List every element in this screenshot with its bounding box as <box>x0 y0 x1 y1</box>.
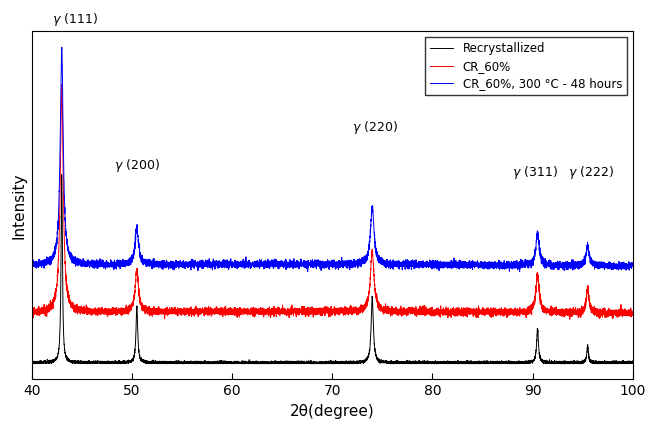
CR_60%, 300 °C - 48 hours <box>516 269 524 274</box>
Recrystallized <box>58 196 66 201</box>
CR_60%, 300 °C - 48 hours <box>246 262 254 267</box>
CR_60% <box>505 311 513 316</box>
Text: $\gamma$ (311): $\gamma$ (311) <box>512 164 558 181</box>
Text: $\gamma$ (220): $\gamma$ (220) <box>352 119 398 136</box>
Line: CR_60%, 300 °C - 48 hours: CR_60%, 300 °C - 48 hours <box>32 47 633 272</box>
Recrystallized <box>58 172 66 177</box>
Recrystallized <box>505 361 513 366</box>
Recrystallized <box>28 359 35 365</box>
CR_60% <box>410 310 418 316</box>
CR_60% <box>384 309 392 314</box>
Line: Recrystallized: Recrystallized <box>32 175 633 364</box>
CR_60% <box>474 313 482 318</box>
CR_60%, 300 °C - 48 hours <box>384 258 392 264</box>
Recrystallized <box>410 359 418 365</box>
CR_60%, 300 °C - 48 hours <box>505 269 513 274</box>
Recrystallized <box>246 360 254 366</box>
CR_60%, 300 °C - 48 hours <box>629 262 637 267</box>
CR_60% <box>629 310 637 315</box>
Recrystallized <box>384 359 392 364</box>
CR_60%, 300 °C - 48 hours <box>474 258 482 263</box>
X-axis label: 2θ(degree): 2θ(degree) <box>290 404 374 419</box>
Text: $\gamma$ (200): $\gamma$ (200) <box>114 157 160 174</box>
Y-axis label: Intensity: Intensity <box>11 172 26 239</box>
CR_60% <box>246 310 254 315</box>
Recrystallized <box>29 361 37 366</box>
Text: $\gamma$ (111): $\gamma$ (111) <box>52 11 98 28</box>
CR_60% <box>566 317 574 322</box>
CR_60%, 300 °C - 48 hours <box>58 45 66 50</box>
CR_60%, 300 °C - 48 hours <box>58 46 66 51</box>
CR_60% <box>58 87 66 92</box>
CR_60%, 300 °C - 48 hours <box>28 260 35 265</box>
CR_60% <box>28 309 35 314</box>
Recrystallized <box>629 359 637 364</box>
Text: $\gamma$ (222): $\gamma$ (222) <box>568 164 614 181</box>
CR_60%, 300 °C - 48 hours <box>410 262 418 267</box>
Legend: Recrystallized, CR_60%, CR_60%, 300 °C - 48 hours: Recrystallized, CR_60%, CR_60%, 300 °C -… <box>425 37 627 95</box>
Recrystallized <box>474 360 482 365</box>
CR_60% <box>58 82 66 87</box>
Line: CR_60%: CR_60% <box>32 84 633 319</box>
